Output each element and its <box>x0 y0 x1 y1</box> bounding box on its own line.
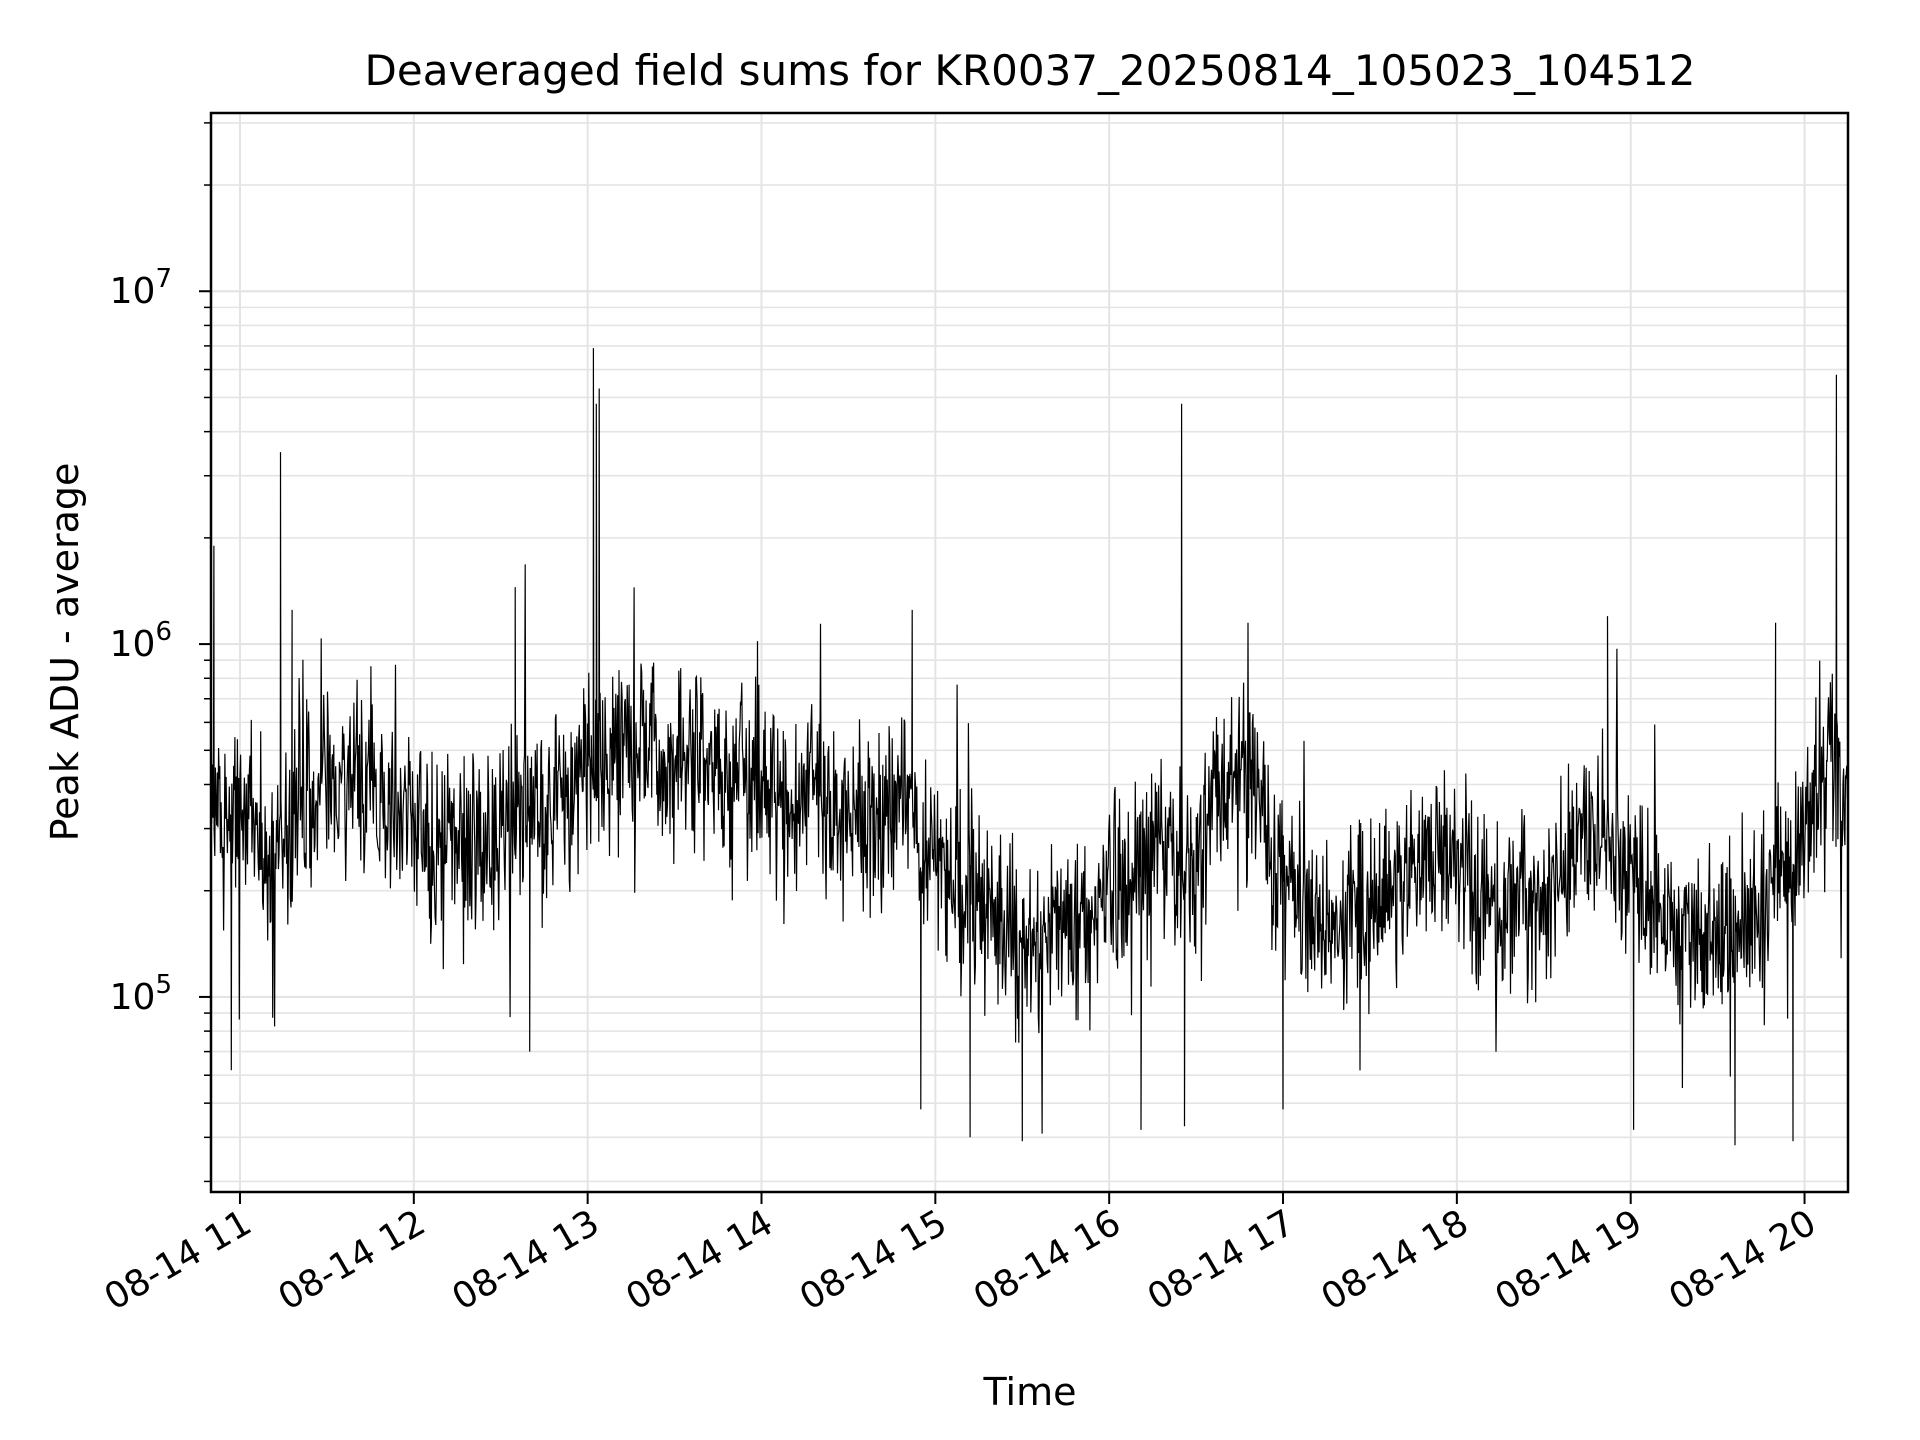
y-axis-label: Peak ADU - average <box>43 463 87 842</box>
x-tick-label: 08-14 20 <box>1662 1202 1823 1318</box>
y-tick-label: 106 <box>110 617 172 665</box>
x-tick-label: 08-14 19 <box>1489 1202 1650 1318</box>
gridlines <box>211 113 1848 1192</box>
series-line <box>210 348 1849 1146</box>
x-tick-label: 08-14 12 <box>272 1202 433 1318</box>
plot-frame <box>209 111 1850 1194</box>
x-tick-label: 08-14 15 <box>793 1202 954 1318</box>
x-tick-label: 08-14 18 <box>1315 1202 1476 1318</box>
x-axis-label: Time <box>983 1370 1077 1414</box>
x-tick-label: 08-14 14 <box>619 1202 780 1318</box>
x-tick-label: 08-14 13 <box>445 1202 606 1318</box>
x-tick-label: 08-14 16 <box>967 1202 1128 1318</box>
x-tick-label: 08-14 17 <box>1141 1202 1302 1318</box>
series-group <box>210 348 1849 1146</box>
x-tick-label: 08-14 11 <box>98 1202 259 1318</box>
y-tick-label: 107 <box>110 264 172 312</box>
y-tick-label: 105 <box>110 970 172 1018</box>
chart-title: Deaveraged field sums for KR0037_2025081… <box>365 46 1696 95</box>
